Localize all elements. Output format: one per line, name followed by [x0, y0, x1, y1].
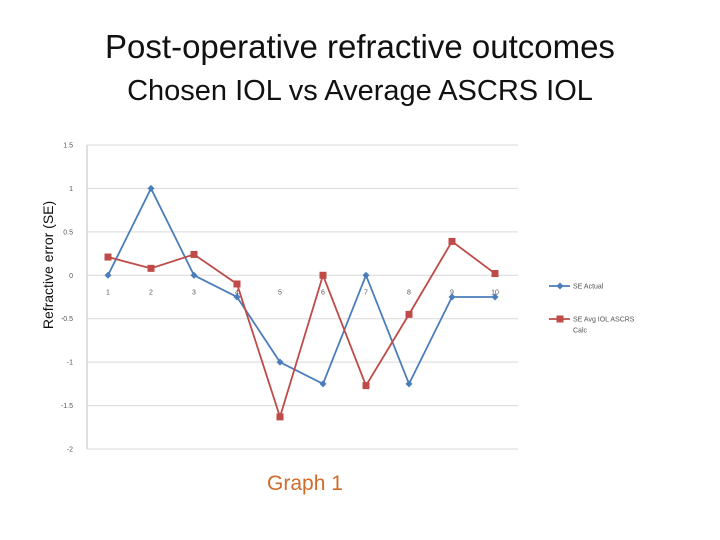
data-point: [362, 382, 370, 390]
data-point: [319, 380, 327, 388]
legend-label: Calc: [573, 328, 588, 335]
legend-swatch-marker: [556, 315, 564, 323]
data-point: [276, 413, 284, 421]
y-tick-label: -2: [67, 447, 73, 454]
chart-series: [104, 184, 499, 421]
legend-label: SE Actual: [573, 284, 604, 291]
chart-gridlines: [86, 144, 518, 450]
data-point: [233, 293, 241, 301]
x-tick-label: 8: [407, 289, 411, 296]
x-tick-label: 9: [450, 289, 454, 296]
data-point: [190, 271, 198, 279]
data-point: [448, 293, 456, 301]
y-tick-label: 1.5: [63, 143, 73, 150]
legend-item: SE Avg IOL ASCRS Calc: [549, 315, 635, 335]
data-point: [448, 237, 456, 245]
x-tick-label: 2: [149, 289, 153, 296]
slide-subtitle: Chosen IOL vs Average ASCRS IOL: [127, 75, 593, 107]
data-point: [104, 253, 112, 261]
slide-title: Post-operative refractive outcomes: [105, 28, 615, 65]
graph-caption: Graph 1: [267, 472, 343, 495]
data-point: [362, 271, 370, 279]
data-point: [276, 358, 284, 366]
y-tick-label: -1.5: [61, 403, 73, 410]
y-tick-label: -1: [67, 360, 73, 367]
data-point: [319, 271, 327, 279]
series-line: [107, 186, 495, 387]
data-point: [147, 184, 155, 192]
chart-legend: SE Actual SE Avg IOL ASCRS Calc: [549, 282, 635, 335]
y-tick-label: 0.5: [63, 229, 73, 236]
series-2: [104, 237, 499, 421]
data-point: [491, 270, 499, 278]
x-tick-label: 3: [192, 289, 196, 296]
y-tick-label: 1: [69, 186, 73, 193]
data-point: [147, 264, 155, 272]
x-tick-label: 1: [106, 289, 110, 296]
y-tick-label: 0: [69, 273, 73, 280]
data-point: [104, 271, 112, 279]
x-axis-ticks: 1 2 3 4 5 6 7 8 9 10: [106, 289, 499, 296]
data-point: [405, 310, 413, 318]
data-point: [190, 250, 198, 258]
series-line: [107, 240, 496, 420]
data-point: [491, 293, 499, 301]
y-tick-label: -0.5: [61, 316, 73, 323]
data-point: [405, 380, 413, 388]
legend-label: SE Avg IOL ASCRS: [573, 317, 635, 324]
x-tick-label: 4: [235, 289, 239, 296]
y-axis-ticks: 1.5 1 0.5 0 -0.5 -1 -1.5 -2: [61, 143, 73, 454]
y-axis-label: Refractive error (SE): [40, 201, 56, 329]
series-1: [104, 184, 499, 388]
x-tick-label: 7: [364, 289, 368, 296]
x-tick-label: 6: [321, 289, 325, 296]
x-tick-label: 5: [278, 289, 282, 296]
legend-swatch-marker: [556, 282, 564, 290]
legend-item: SE Actual: [549, 282, 604, 291]
x-tick-label: 10: [491, 289, 499, 296]
data-point: [233, 280, 241, 288]
